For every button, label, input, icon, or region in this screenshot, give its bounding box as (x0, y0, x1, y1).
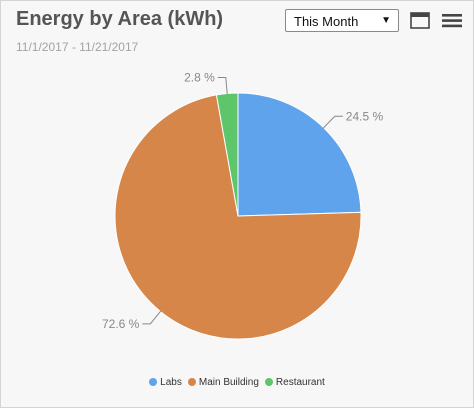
legend-swatch-restaurant (264, 378, 273, 386)
data-label-connector-labs (322, 115, 343, 129)
pie-chart: 24.5 % 72.6 % 2.8 % (102, 71, 384, 340)
chart-legend: Labs Main Building Restaurant (1, 377, 473, 388)
legend-swatch-main-building (187, 378, 196, 386)
legend-swatch-labs (149, 378, 158, 386)
caret-down-icon: ▼ (381, 15, 391, 26)
legend-label-main-building: Main Building (198, 377, 259, 388)
hamburger-menu-icon[interactable] (441, 11, 463, 30)
data-label-connector-main-building (142, 310, 162, 325)
chart-title: Energy by Area (kWh) (16, 8, 224, 30)
legend-item-main-building[interactable]: Main Building (187, 377, 259, 388)
legend-item-labs[interactable]: Labs (149, 377, 182, 388)
legend-item-restaurant[interactable]: Restaurant (264, 377, 325, 388)
data-label-restaurant: 2.8 % (184, 71, 215, 85)
data-label-labs: 24.5 % (346, 109, 384, 123)
legend-label-restaurant: Restaurant (275, 377, 325, 388)
period-select-value: This Month (294, 14, 359, 29)
data-label-main-building: 72.6 % (102, 317, 140, 331)
window-icon[interactable] (410, 11, 430, 30)
pie-slice-labs[interactable] (237, 92, 362, 217)
data-label-connector-restaurant (217, 77, 228, 95)
date-range: 11/1/2017 - 11/21/2017 (16, 40, 139, 54)
period-select[interactable]: This Month ▼ (285, 9, 399, 32)
legend-label-labs: Labs (160, 377, 182, 388)
